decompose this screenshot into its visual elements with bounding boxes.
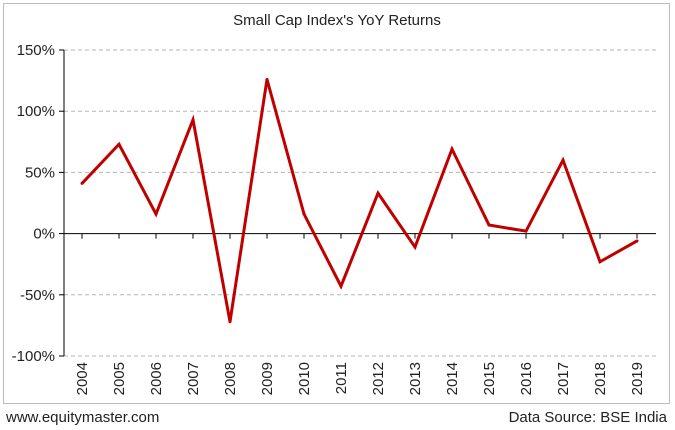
data-point (450, 147, 454, 151)
data-point (376, 191, 380, 195)
x-tick-label: 2005 (111, 362, 128, 395)
series-line (80, 78, 638, 322)
x-tick-label: 2006 (148, 362, 165, 395)
x-tick-label: 2012 (370, 362, 387, 395)
data-point (561, 158, 565, 162)
x-tick-label: 2007 (185, 362, 202, 395)
x-tick-label: 2009 (259, 362, 276, 395)
y-tick-labels: -100% -50% 0% 50% 100% 150% (12, 42, 55, 365)
x-tick-label: 2014 (444, 362, 461, 395)
y-tick-label: 50% (25, 164, 55, 181)
x-tick-label: 2004 (74, 362, 91, 395)
chart-title: Small Cap Index's YoY Returns (233, 12, 441, 29)
series (80, 77, 639, 324)
data-source-label: Data Source: BSE India (508, 409, 667, 426)
x-tick-label: 2016 (518, 362, 535, 395)
data-point (154, 212, 158, 216)
y-tick-label: 0% (33, 226, 55, 243)
x-tick-label: 2008 (222, 362, 239, 395)
data-point (487, 223, 491, 227)
x-tick-label: 2018 (592, 362, 609, 395)
y-tick-label: -50% (20, 287, 55, 304)
x-tick-label: 2011 (333, 362, 350, 394)
website-label: www.equitymaster.com (6, 409, 160, 426)
data-point (598, 260, 602, 264)
axes (59, 49, 656, 357)
data-point (191, 118, 195, 122)
x-tick-label: 2013 (407, 362, 424, 395)
x-tick-labels: 2004 2005 2006 2007 2008 2009 2010 2011 2012 2013… (74, 362, 646, 395)
y-tick-label: 150% (17, 42, 55, 59)
y-tick-label: 100% (17, 103, 55, 120)
x-tick-label: 2010 (296, 362, 313, 395)
data-point (413, 245, 417, 249)
data-point (228, 320, 232, 324)
data-point (265, 77, 269, 81)
chart-frame (3, 3, 670, 404)
gridlines (64, 49, 656, 357)
data-point (635, 239, 639, 243)
x-tick-label: 2019 (629, 362, 646, 395)
x-tick-label: 2017 (555, 362, 572, 395)
data-point (80, 181, 84, 185)
data-point (524, 229, 528, 233)
data-point (302, 212, 306, 216)
data-point (339, 284, 343, 288)
x-tick-label: 2015 (481, 362, 498, 395)
y-tick-label: -100% (12, 348, 55, 365)
data-point (117, 142, 121, 146)
